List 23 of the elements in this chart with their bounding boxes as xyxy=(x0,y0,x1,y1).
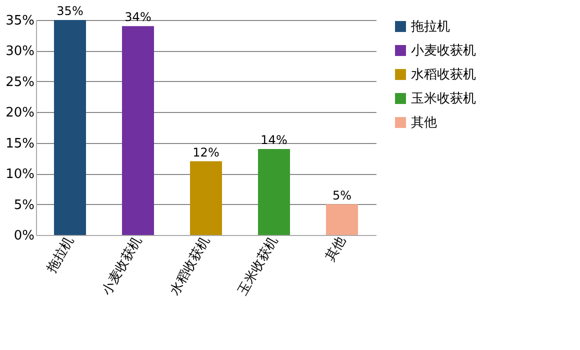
y-tick-label: 0% xyxy=(14,228,34,244)
y-tick-label: 35% xyxy=(6,14,34,28)
data-label: 12% xyxy=(192,145,220,160)
y-tick-label: 20% xyxy=(6,106,34,121)
x-tick-label: 其他 xyxy=(322,234,349,264)
x-tick-label: 小麦收获机 xyxy=(99,234,145,298)
data-label: 5% xyxy=(332,188,352,202)
y-tick-label: 30% xyxy=(6,44,34,60)
x-tick-label: 拖拉机 xyxy=(44,234,77,276)
y-tick-label: 10% xyxy=(6,167,34,182)
y-tick-label: 5% xyxy=(14,198,34,213)
legend-label: 拖拉机 xyxy=(410,20,450,34)
data-label: 14% xyxy=(260,133,288,147)
legend-label: 小麦收获机 xyxy=(411,44,476,58)
legend-label: 水稻收获机 xyxy=(411,68,476,82)
x-tick-label: 水稻收获机 xyxy=(167,234,213,298)
legend-label: 玉米收获机 xyxy=(411,92,476,106)
y-tick-label: 25% xyxy=(6,74,34,90)
y-tick-label: 15% xyxy=(6,136,34,152)
x-tick-label: 玉米收获机 xyxy=(235,234,281,298)
data-label: 35% xyxy=(56,4,84,18)
legend-label: 其他 xyxy=(411,116,437,130)
data-label: 34% xyxy=(124,10,152,24)
